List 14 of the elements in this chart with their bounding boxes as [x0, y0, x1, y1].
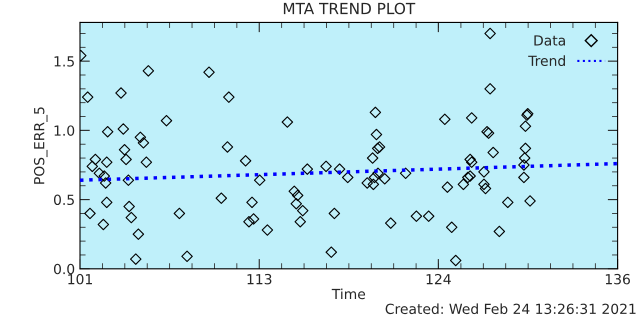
x-tick-label: 136 [606, 274, 630, 284]
y-tick-label: 0.5 [54, 194, 74, 206]
x-tick-label: 124 [426, 274, 451, 284]
legend-label: Trend [528, 55, 565, 66]
chart-title: MTA TREND PLOT [284, 2, 416, 14]
x-tick-label: 113 [248, 274, 272, 284]
y-tick-label: 1.5 [54, 56, 74, 67]
x-axis-title: Time [332, 288, 366, 300]
text: Created: Wed Feb 24 13:26:31 2021 [386, 303, 636, 314]
y-axis-title: POS_ERR_5 [34, 107, 48, 184]
y-tick-label: 1.0 [54, 125, 74, 136]
x-tick-label: 101 [68, 274, 92, 284]
legend-label: Data [534, 35, 565, 46]
y-tick-label: 0.0 [54, 264, 74, 274]
